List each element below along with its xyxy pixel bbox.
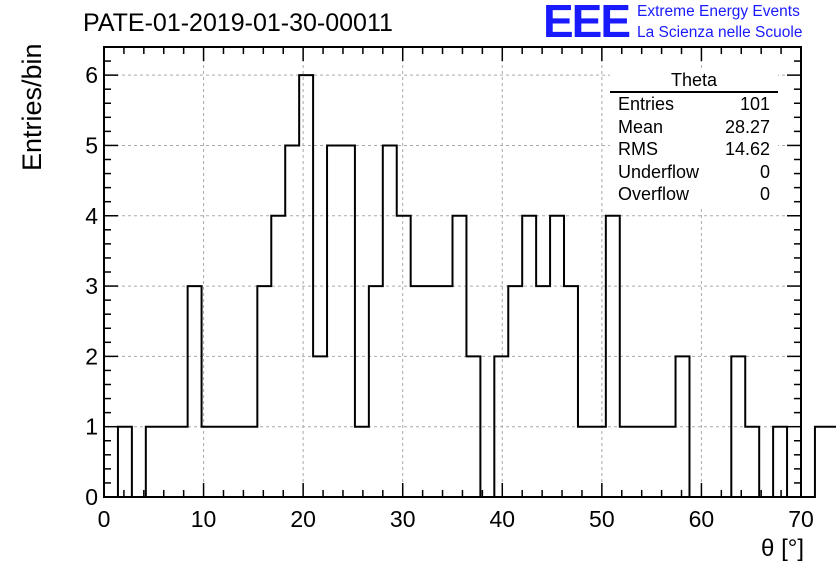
x-axis-label: θ [°] xyxy=(761,535,804,562)
x-tick-label: 0 xyxy=(98,506,111,532)
histogram-bin xyxy=(439,286,453,497)
histogram-bin xyxy=(592,427,606,497)
histogram-bin xyxy=(564,286,578,497)
stats-row-rms: RMS 14.62 xyxy=(610,138,778,161)
y-tick-label: 3 xyxy=(85,273,98,299)
histogram-bin xyxy=(188,286,202,497)
logo-line-2: La Scienza nelle Scuole xyxy=(637,24,803,41)
y-axis-label: Entries/bin xyxy=(17,43,47,171)
x-tick-label: 60 xyxy=(689,506,715,532)
eee-logo: EEE xyxy=(543,0,631,47)
histogram-bin xyxy=(773,427,787,497)
stats-value: 0 xyxy=(759,161,770,182)
tick-labels: 0 10 20 30 40 50 60 70 0 1 2 3 4 5 6 xyxy=(85,62,814,532)
histogram-bin xyxy=(383,145,397,497)
y-tick-label: 6 xyxy=(85,62,98,88)
y-tick-label: 0 xyxy=(85,484,98,510)
chart-title: PATE-01-2019-01-30-00011 xyxy=(83,9,393,37)
x-tick-label: 20 xyxy=(290,506,316,532)
y-tick-label: 4 xyxy=(85,203,98,229)
x-tick-label: 10 xyxy=(191,506,217,532)
y-tick-label: 5 xyxy=(85,132,98,158)
stats-label: Entries xyxy=(618,94,675,114)
stats-label: Underflow xyxy=(618,161,700,182)
histogram-bin xyxy=(578,427,592,497)
stats-row-overflow: Overflow 0 xyxy=(610,183,778,206)
stats-value: 14.62 xyxy=(724,139,770,159)
stats-row-underflow: Underflow 0 xyxy=(610,161,778,184)
histogram-bin xyxy=(229,427,243,497)
stats-label: Mean xyxy=(618,116,664,137)
histogram-bin xyxy=(648,427,662,497)
histogram-bin xyxy=(425,286,439,497)
stats-title: Theta xyxy=(610,70,778,93)
histogram-bin xyxy=(327,145,341,497)
histogram-bin xyxy=(606,216,620,497)
logo-line-1: Extreme Energy Events xyxy=(637,3,800,20)
histogram-bin xyxy=(216,427,230,497)
histogram-bin xyxy=(369,286,383,497)
histogram-bin xyxy=(815,427,829,497)
histogram-bin xyxy=(243,427,257,497)
stats-label: RMS xyxy=(618,139,658,159)
stats-box: Theta Entries 101 Mean 28.27 RMS 14.62 U… xyxy=(610,70,778,206)
histogram-bin xyxy=(355,427,369,497)
histogram-bin xyxy=(411,286,425,497)
histogram-bin xyxy=(118,427,132,497)
histogram-bin xyxy=(160,427,174,497)
histogram-bin xyxy=(174,427,188,497)
stats-value: 28.27 xyxy=(724,116,770,137)
histogram-bin xyxy=(662,427,676,497)
histogram-bin xyxy=(620,427,634,497)
histogram-bin xyxy=(536,286,550,497)
histogram-bin xyxy=(731,356,745,497)
x-tick-label: 40 xyxy=(489,506,515,532)
stats-value: 101 xyxy=(739,94,770,114)
histogram-bin xyxy=(257,286,271,497)
histogram-bin xyxy=(146,427,160,497)
stats-row-entries: Entries 101 xyxy=(610,93,778,116)
x-tick-label: 50 xyxy=(589,506,615,532)
histogram-bin xyxy=(299,75,313,497)
stats-value: 0 xyxy=(759,184,770,204)
stats-label: Overflow xyxy=(618,184,690,204)
histogram-bin xyxy=(634,427,648,497)
x-tick-label: 70 xyxy=(788,506,814,532)
histogram-bin xyxy=(745,427,759,497)
histogram-bin xyxy=(508,286,522,497)
y-tick-label: 2 xyxy=(85,343,98,369)
y-tick-label: 1 xyxy=(85,414,98,440)
stats-row-mean: Mean 28.27 xyxy=(610,116,778,139)
axis-ticks xyxy=(103,46,802,498)
histogram-bin xyxy=(285,145,299,497)
x-tick-label: 30 xyxy=(390,506,416,532)
histogram-bin xyxy=(341,145,355,497)
histogram-bin xyxy=(829,427,836,497)
